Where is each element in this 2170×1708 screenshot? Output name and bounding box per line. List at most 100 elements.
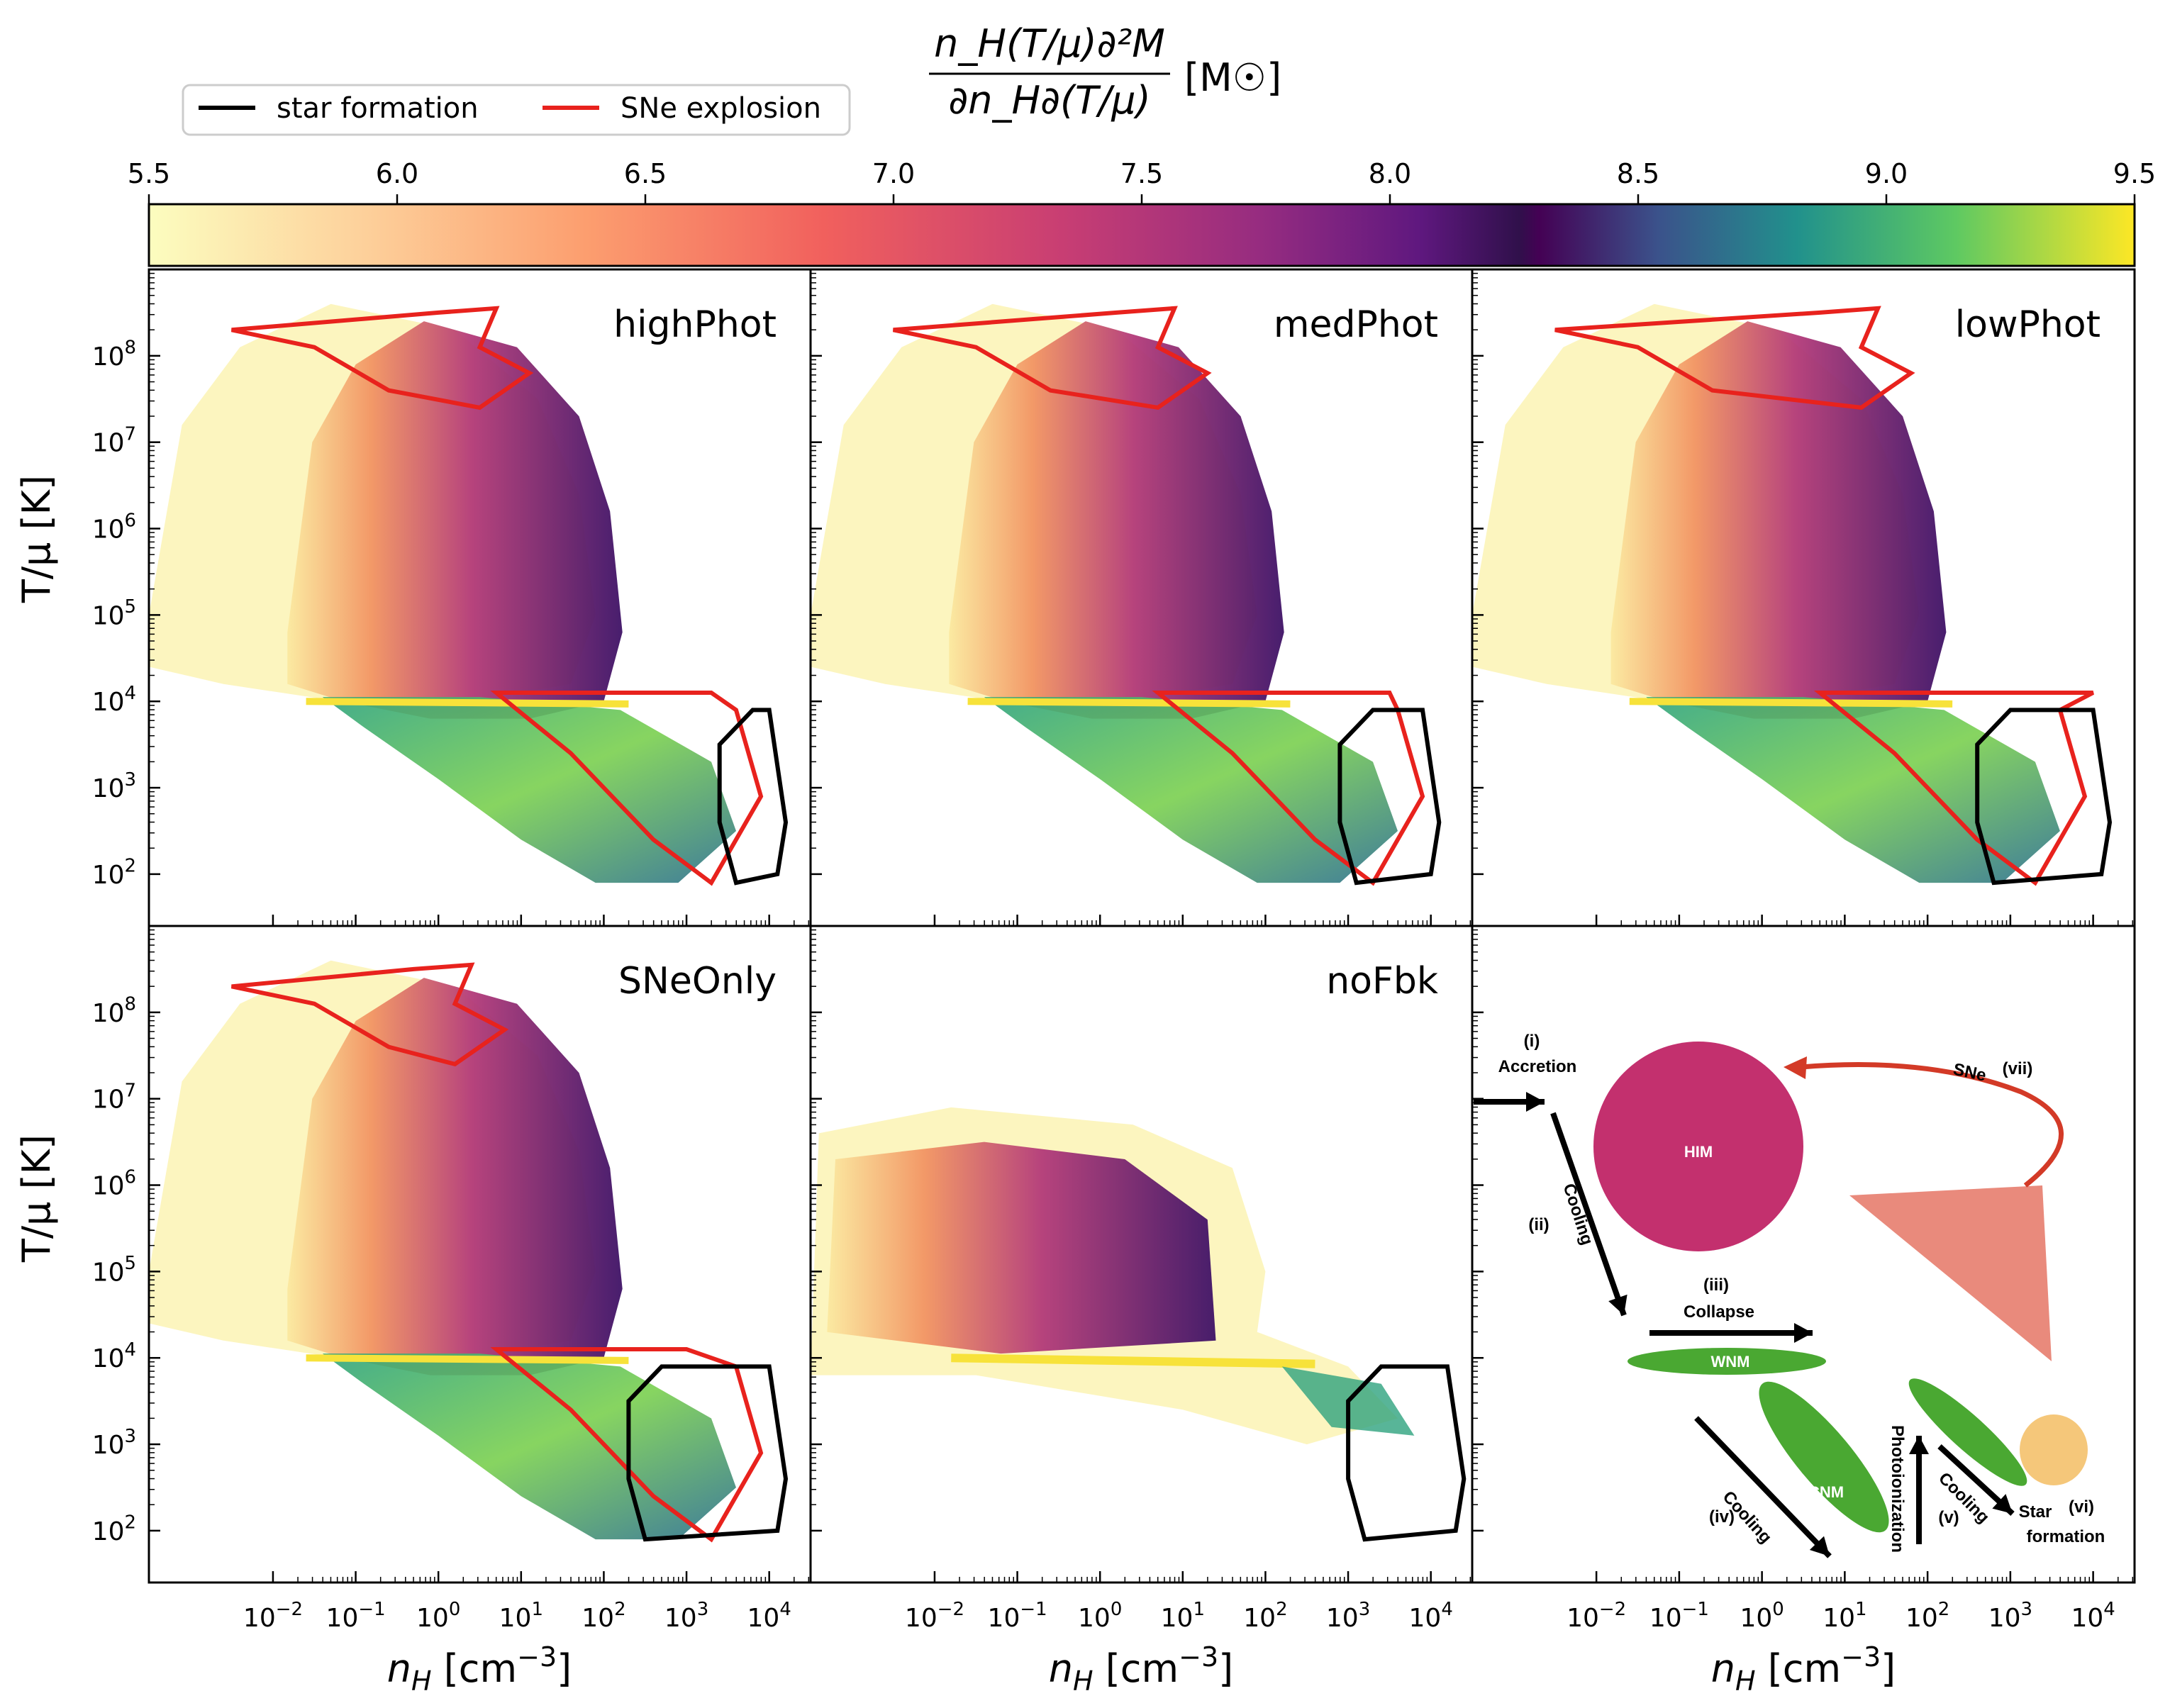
panel-plot-area (1472, 303, 2113, 886)
sne-contour-warm (490, 1347, 764, 1543)
x-tick-label: 101 (1823, 1599, 1866, 1633)
axis-labels: T/μ [K] T/μ [K] nH [cm−3] nH [cm−3] nH [cm−3… (14, 475, 1896, 1697)
colorbar-tick-label: 7.0 (872, 158, 915, 189)
x-tick-label: 10−1 (988, 1599, 1047, 1633)
cooling-ii-arrow (1550, 1112, 1627, 1317)
colorbar-tick-label: 8.0 (1369, 158, 1411, 189)
warm-equilibrium-ridge (306, 1354, 629, 1364)
x-tick-label: 100 (1078, 1599, 1122, 1633)
hot-gas-distribution (827, 1142, 1216, 1354)
sne-contour-hot (230, 306, 534, 411)
panel-lowPhot: lowPhot (1471, 268, 2136, 927)
panel-plot-area (149, 960, 789, 1543)
cooling-iv-arrow (1694, 1416, 1832, 1558)
colorbar-tick-label: 7.5 (1120, 158, 1163, 189)
warm-equilibrium-ridge (967, 698, 1291, 708)
y-tick-label: 106 (92, 510, 136, 544)
sne-arrow (1801, 1062, 2064, 1188)
star-formation-contour (1975, 708, 2113, 886)
star-ellipse (2020, 1414, 2088, 1485)
accretion-num: (i) (1524, 1032, 1540, 1051)
y-tick-label: 108 (92, 994, 136, 1028)
y-axis-label: T/μ [K] (14, 1134, 59, 1263)
star-formation-contour (717, 708, 789, 886)
y-tick-label: 105 (92, 596, 136, 630)
sne-contour-warm (1813, 691, 2094, 886)
sne-label: SNe (1952, 1060, 1988, 1085)
warm-equilibrium-ridge (1629, 698, 1953, 708)
x-tick-label: 10−1 (1649, 1599, 1709, 1633)
sne-contour-hot (892, 306, 1212, 411)
accretion-label: Accretion (1498, 1057, 1577, 1076)
warm-equilibrium-ridge (951, 1353, 1315, 1368)
cold-gas-distribution (1646, 697, 2060, 883)
x-tick-label: 10−2 (243, 1599, 303, 1633)
sne-contour-warm (1152, 691, 1425, 886)
x-tick-label: 103 (664, 1599, 708, 1633)
hot-gas-distribution (949, 321, 1284, 719)
him-label: HIM (1684, 1143, 1713, 1161)
panel-label: medPhot (1274, 303, 1438, 346)
star-formation-contour (626, 1364, 789, 1542)
wnm-label: WNM (1711, 1353, 1750, 1371)
accretion-arrow-head (1526, 1092, 1545, 1112)
sne-contour-warm (490, 691, 764, 886)
x-tick-label: 103 (1988, 1599, 2032, 1633)
cooling-v-arrow-head (1992, 1494, 2013, 1514)
x-axis-label: nH [cm−3] (387, 1641, 572, 1697)
x-axis-label: nH [cm−3] (1049, 1641, 1233, 1697)
colorbar-unit: [M☉] (1184, 55, 1281, 100)
sne-contour-hot (1554, 306, 1915, 411)
panel-SNeOnly: SNeOnly 102 103 104 105 106 107 108 10−2 10−1 100 1… (92, 925, 812, 1633)
panel-highPhot: highPhot 102 103 104 105 106 107 108 (92, 268, 812, 927)
panel-noFbk: noFbk 10−2 10−1 100 101 102 103 104 (809, 925, 1474, 1633)
colorbar-tick-label: 9.5 (2113, 158, 2156, 189)
x-tick-label: 102 (1905, 1599, 1949, 1633)
panel-label: highPhot (613, 303, 777, 346)
y-tick-label: 103 (92, 1426, 136, 1460)
y-tick-label: 107 (92, 1080, 136, 1114)
y-tick-label: 106 (92, 1166, 136, 1200)
panel-label: lowPhot (1955, 303, 2101, 346)
sne-arrow-head (1784, 1056, 1807, 1079)
y-tick-label: 105 (92, 1253, 136, 1287)
hot-gas-distribution (287, 321, 623, 719)
cooling-ii-arrow-head (1608, 1294, 1628, 1315)
star-formation-contour (1337, 708, 1442, 886)
y-tick-label: 103 (92, 769, 136, 803)
warm-equilibrium-ridge (306, 698, 629, 708)
y-tick-label: 102 (92, 856, 136, 890)
colorbar-tick-label: 5.5 (128, 158, 170, 189)
star-formation-num: (vi) (2069, 1497, 2094, 1517)
x-tick-label: 104 (1409, 1599, 1453, 1633)
panel-plot-area (811, 303, 1442, 886)
panel-plot-area (149, 303, 789, 886)
cooling-iv-arrow-head (1809, 1536, 1830, 1556)
colorbar-label-numerator: n_H(T/μ)∂²M (934, 21, 1165, 66)
legend-label: SNe explosion (621, 92, 821, 125)
collapse-num: (iii) (1703, 1276, 1729, 1295)
phase-panels: highPhot 102 103 104 105 106 107 108 medPhot lowP… (92, 268, 2136, 1633)
him-circle (1593, 1042, 1803, 1251)
cooling-iv-num: (iv) (1709, 1507, 1735, 1526)
cooling-v-num: (v) (1938, 1508, 1959, 1527)
y-tick-label: 108 (92, 337, 136, 372)
colorbar-tick-label: 9.0 (1865, 158, 1908, 189)
legend-box (182, 84, 851, 136)
photoionization-arrow-head (1909, 1436, 1929, 1454)
x-tick-label: 100 (1740, 1599, 1784, 1633)
x-tick-label: 102 (1243, 1599, 1287, 1633)
y-tick-label: 107 (92, 423, 136, 457)
colorbar-tick-label: 8.5 (1617, 158, 1659, 189)
panel-label: SNeOnly (618, 960, 777, 1003)
star-formation-label: Star (2019, 1502, 2052, 1522)
x-tick-label: 103 (1326, 1599, 1370, 1633)
x-tick-label: 101 (1161, 1599, 1205, 1633)
cooling-ii-num: (ii) (1528, 1215, 1549, 1234)
star-triangle (1849, 1185, 2052, 1361)
collapse-arrow-head (1794, 1323, 1813, 1343)
colorbar-gradient (148, 203, 2136, 267)
y-tick-label: 104 (92, 1339, 136, 1373)
photoionization-label: Photoionization (1888, 1425, 1907, 1553)
